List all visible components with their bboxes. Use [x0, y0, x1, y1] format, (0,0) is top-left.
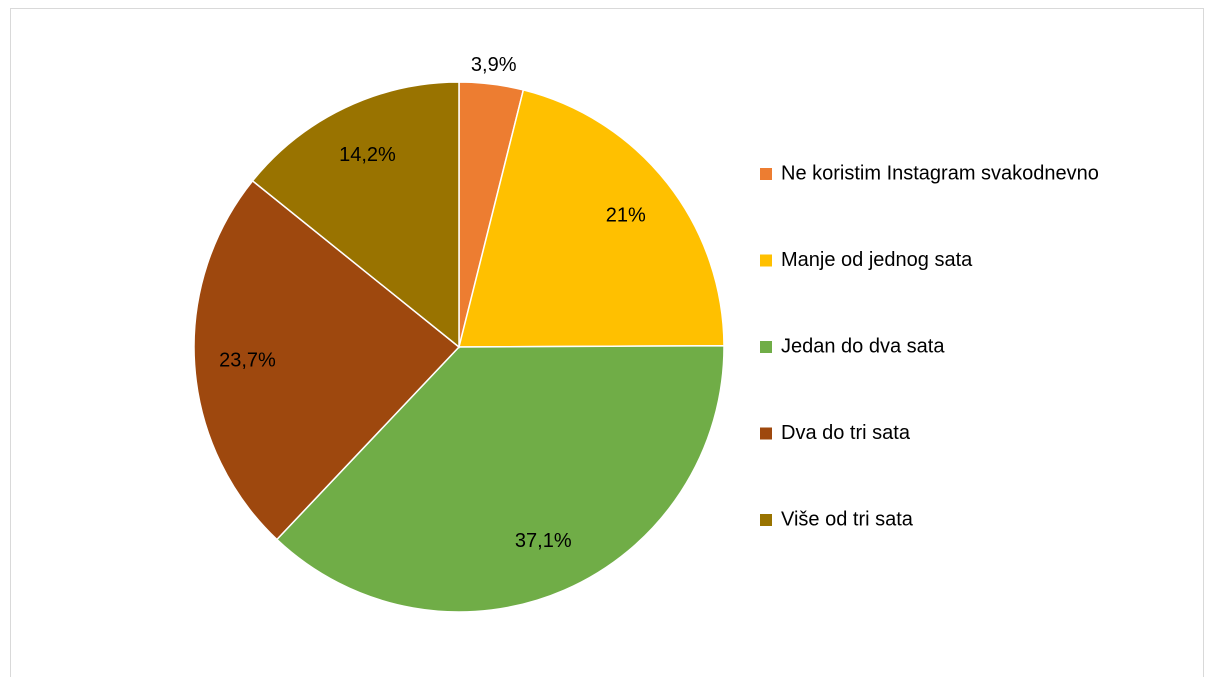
legend-swatch — [760, 341, 772, 353]
legend-swatch — [760, 514, 772, 526]
legend-label: Dva do tri sata — [781, 422, 911, 444]
legend-label: Ne koristim Instagram svakodnevno — [781, 162, 1099, 184]
pie-slice — [193, 179, 461, 541]
pie-slice — [458, 89, 725, 348]
legend-swatch — [760, 254, 772, 267]
legend-label: Više od tri sata — [781, 508, 914, 530]
data-label: 37,1% — [515, 530, 572, 552]
legend-label: Manje od jednog sata — [781, 249, 973, 271]
legend-label: Jedan do dva sata — [781, 335, 945, 357]
pie-slice — [251, 81, 460, 349]
pie-slice — [275, 344, 725, 613]
data-label: 14,2% — [339, 144, 396, 166]
legend-swatch — [760, 427, 772, 440]
data-label: 21% — [606, 204, 646, 226]
legend-swatch — [760, 168, 772, 180]
data-label: 23,7% — [219, 350, 276, 372]
chart-frame — [10, 8, 1204, 677]
data-label: 3,9% — [471, 54, 517, 76]
